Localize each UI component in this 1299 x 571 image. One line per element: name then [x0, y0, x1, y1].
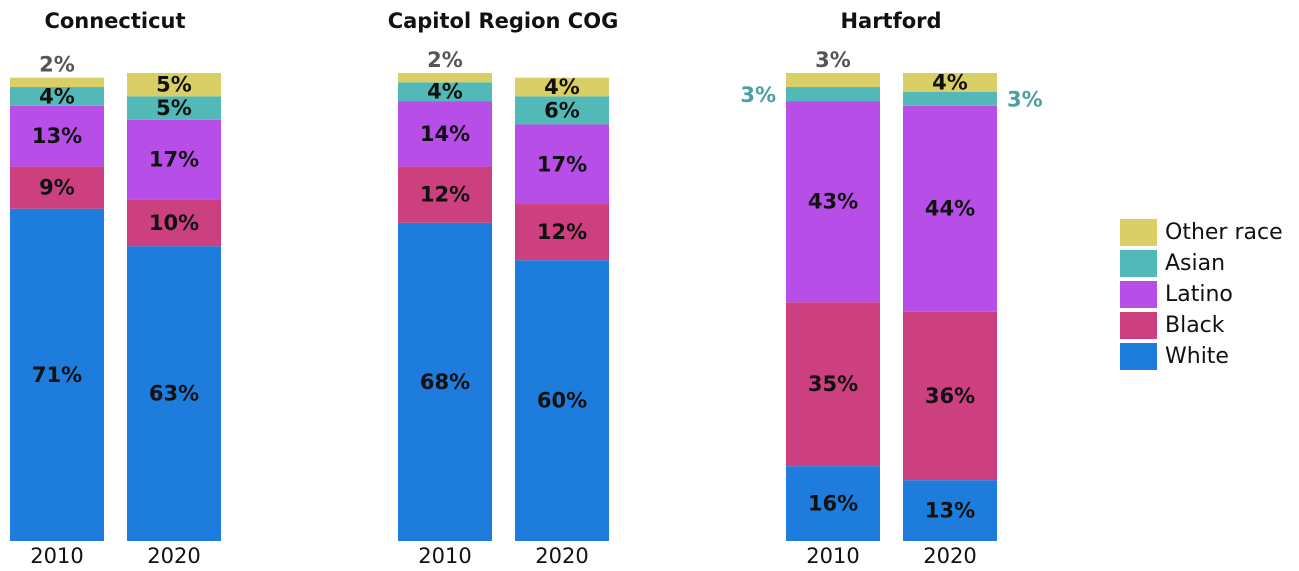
bar-segment — [10, 208, 104, 541]
data-label: 3% — [740, 83, 776, 107]
bar-segment — [127, 199, 221, 247]
bar-segment — [515, 96, 609, 125]
bar-segment — [398, 166, 492, 223]
x-tick-label: 2020 — [923, 544, 976, 568]
panel-title: Connecticut — [44, 9, 185, 33]
bar-segment — [786, 101, 880, 303]
data-label: 4% — [427, 80, 463, 104]
data-label: 36% — [925, 384, 975, 408]
data-label: 2% — [39, 53, 75, 77]
data-label: 43% — [808, 190, 858, 214]
legend-swatch — [1120, 250, 1157, 277]
data-label: 12% — [537, 220, 587, 244]
data-label: 35% — [808, 372, 858, 396]
data-label: 68% — [420, 370, 470, 394]
x-tick-label: 2020 — [535, 544, 588, 568]
bar-segment — [786, 466, 880, 541]
data-label: 17% — [149, 148, 199, 172]
bar-segment — [398, 73, 492, 83]
panel-title: Capitol Region COG — [388, 9, 619, 33]
data-label: 9% — [39, 176, 75, 200]
bar-segment — [10, 105, 104, 167]
bar-segment — [10, 77, 104, 88]
bar-segment — [903, 480, 997, 541]
legend-label: Latino — [1165, 282, 1233, 307]
data-label: 6% — [544, 98, 580, 122]
legend-label: Asian — [1165, 251, 1225, 276]
bar-segment — [903, 91, 997, 106]
bar-segment — [127, 246, 221, 541]
data-label: 5% — [156, 96, 192, 120]
data-label: 44% — [925, 197, 975, 221]
bar-segment — [515, 204, 609, 261]
data-label: 10% — [149, 211, 199, 235]
legend-label: White — [1165, 344, 1229, 369]
bar-segment — [127, 119, 221, 200]
bar-segment — [10, 166, 104, 209]
data-label: 12% — [420, 183, 470, 207]
legend-swatch — [1120, 219, 1157, 246]
data-label: 3% — [1007, 88, 1043, 112]
data-label: 13% — [925, 499, 975, 523]
data-label: 4% — [39, 84, 75, 108]
bar-segment — [786, 73, 880, 88]
data-label: 16% — [808, 492, 858, 516]
data-label: 13% — [32, 124, 82, 148]
data-label: 17% — [537, 152, 587, 176]
bar-segment — [903, 73, 997, 92]
data-label: 4% — [544, 75, 580, 99]
bar-segment — [903, 105, 997, 312]
legend-label: Other race — [1165, 220, 1283, 245]
bar-segment — [398, 82, 492, 102]
data-label: 63% — [149, 382, 199, 406]
legend-swatch — [1120, 281, 1157, 308]
data-label: 60% — [537, 389, 587, 413]
bar-segment — [515, 124, 609, 205]
data-label: 4% — [932, 70, 968, 94]
bar-segment — [515, 77, 609, 97]
legend-label: Black — [1165, 313, 1225, 338]
x-tick-label: 2010 — [806, 544, 859, 568]
data-label: 14% — [420, 122, 470, 146]
bar-segment — [127, 96, 221, 120]
data-label: 2% — [427, 48, 463, 72]
bar-segment — [10, 87, 104, 106]
data-label: 3% — [815, 48, 851, 72]
bar-segment — [127, 73, 221, 97]
panel-title: Hartford — [840, 9, 941, 33]
bar-segment — [515, 260, 609, 541]
x-tick-label: 2020 — [147, 544, 200, 568]
data-label: 71% — [32, 363, 82, 387]
legend-swatch — [1120, 312, 1157, 339]
x-tick-label: 2010 — [418, 544, 471, 568]
x-tick-label: 2010 — [30, 544, 83, 568]
bar-segment — [398, 222, 492, 541]
legend-swatch — [1120, 343, 1157, 370]
bar-segment — [903, 311, 997, 481]
bar-segment — [786, 87, 880, 102]
bar-segment — [786, 302, 880, 467]
bar-segment — [398, 101, 492, 167]
data-label: 5% — [156, 73, 192, 97]
